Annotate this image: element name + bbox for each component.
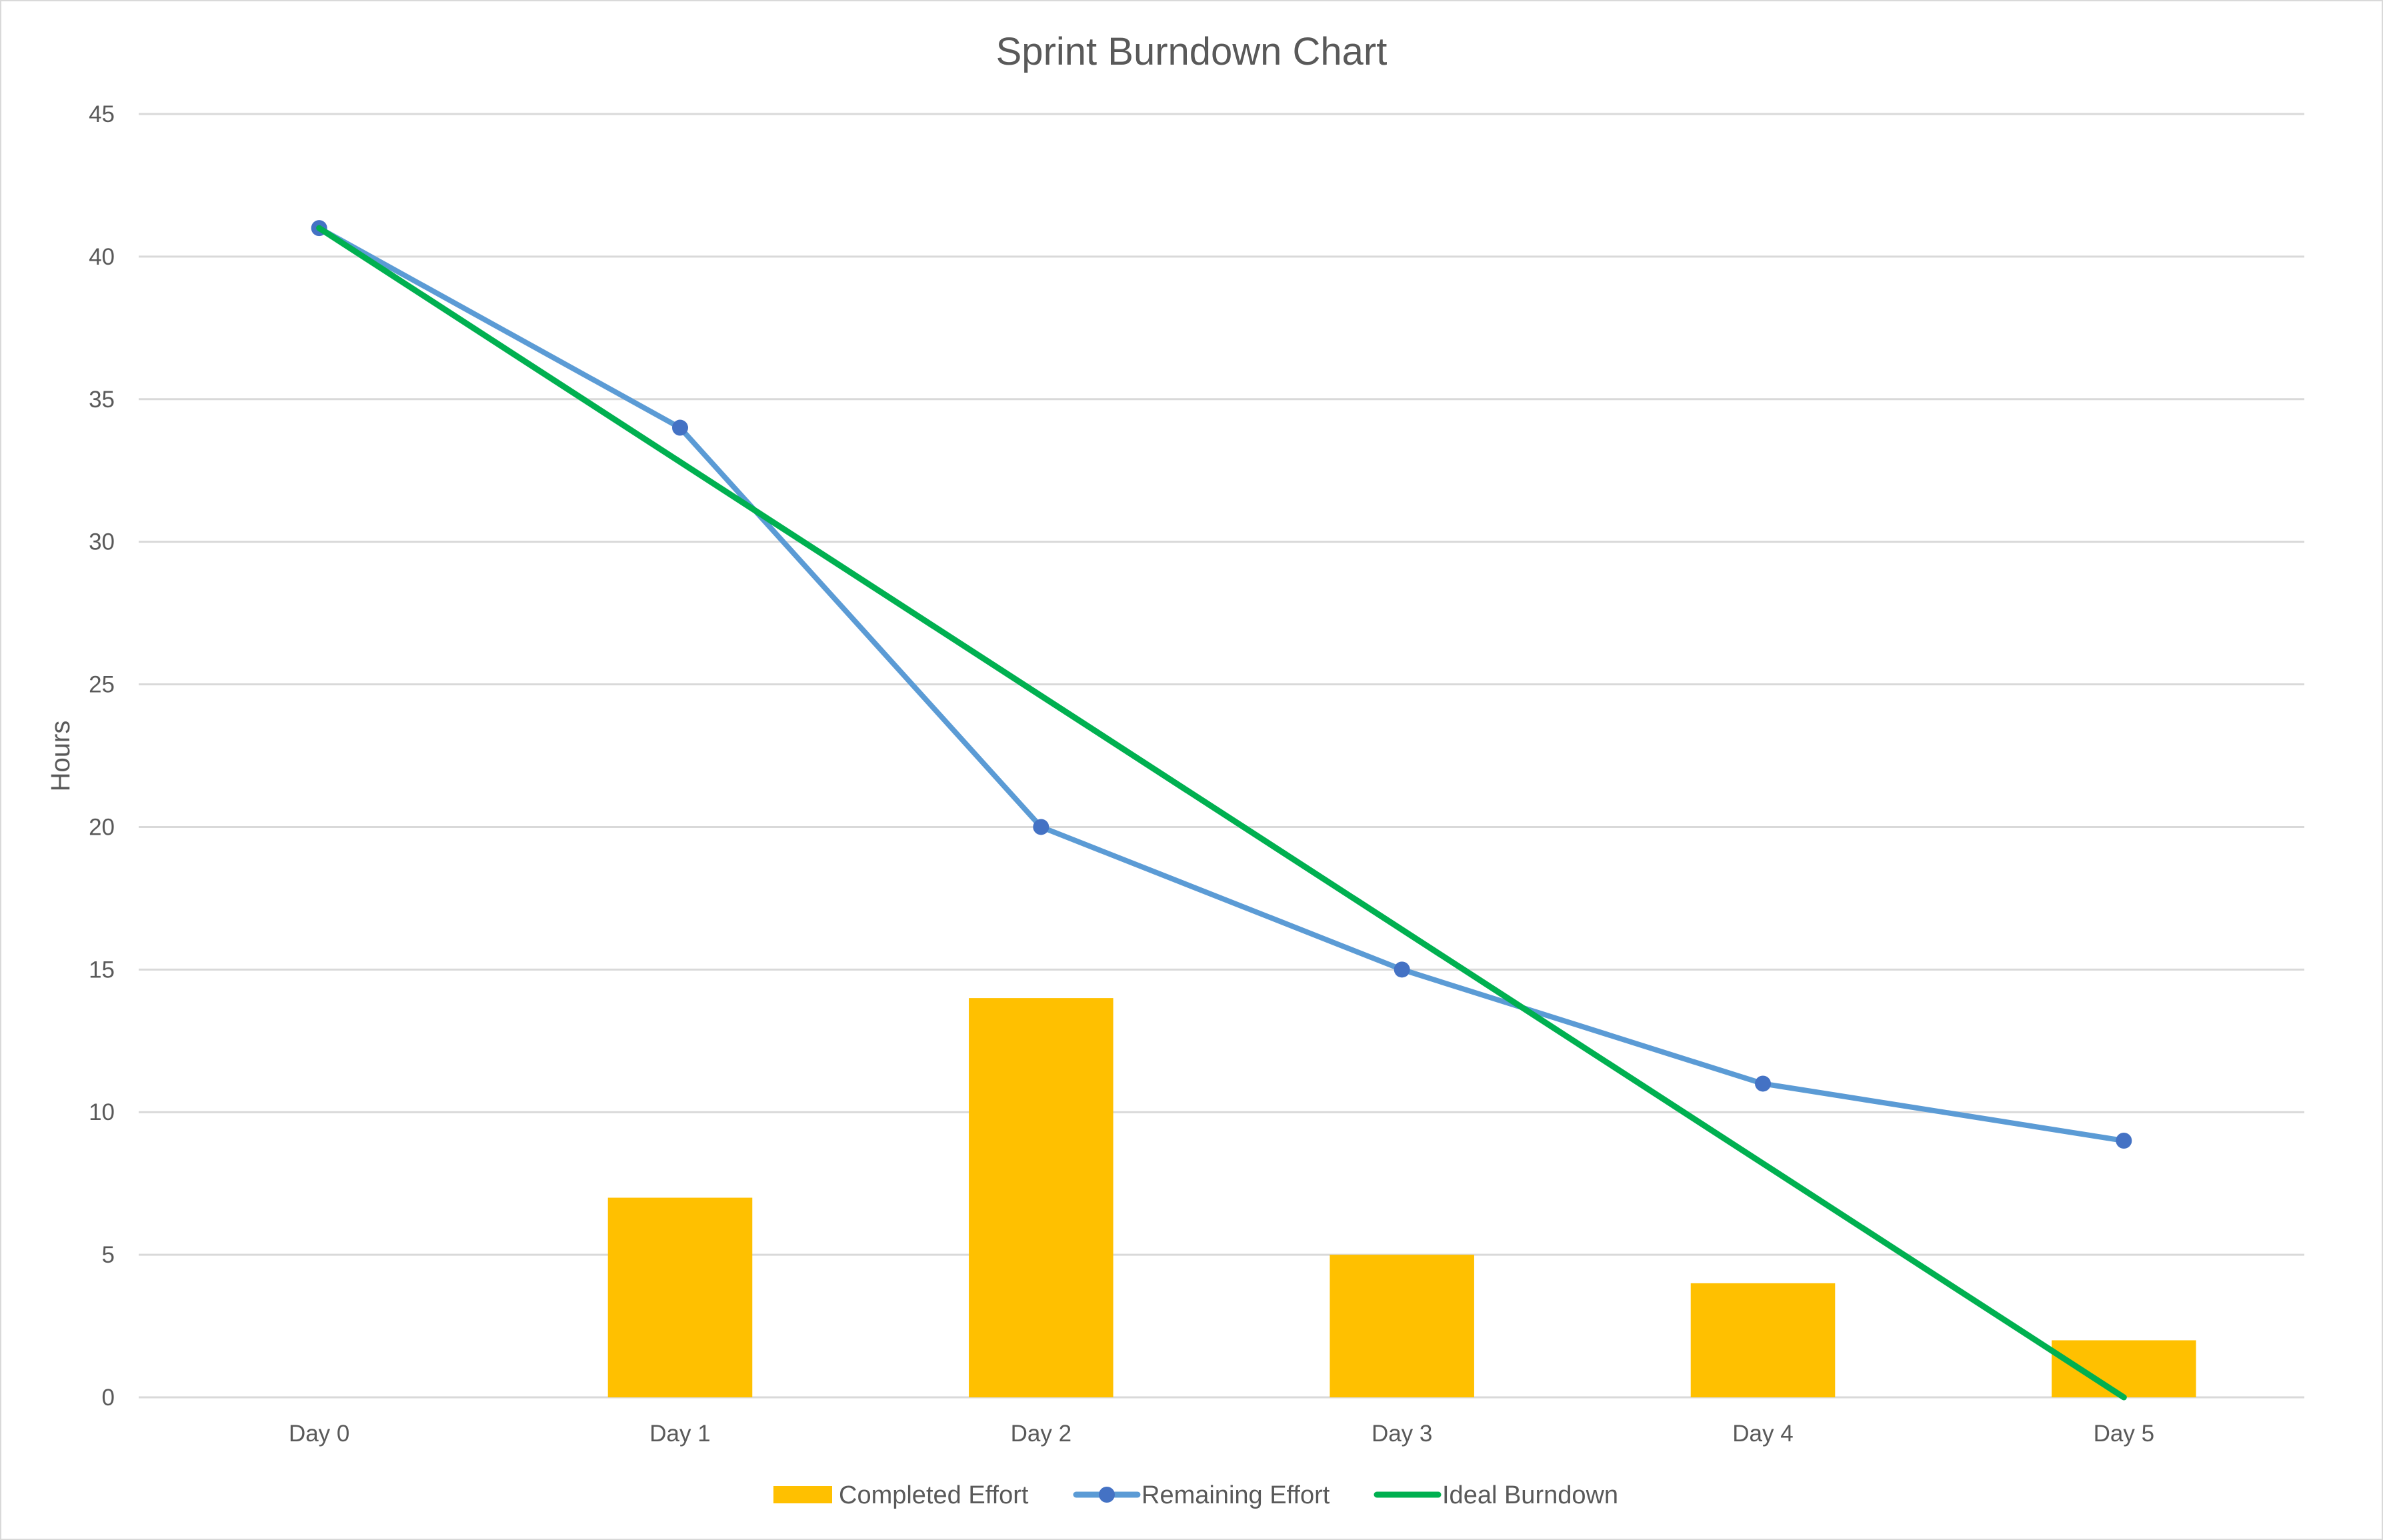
y-tick-label: 25 (89, 672, 115, 698)
completed-effort-bars (607, 998, 2196, 1397)
y-tick-label: 30 (89, 529, 115, 555)
legend-marker-remaining-effort (1099, 1487, 1115, 1503)
point-remaining-effort (2116, 1133, 2132, 1149)
bar-completed-effort (2052, 1340, 2196, 1397)
line-remaining-effort (316, 225, 2127, 1143)
legend-label-ideal-burndown: Ideal Burndown (1442, 1481, 1618, 1509)
y-tick-label: 10 (89, 1099, 115, 1125)
x-tick-label: Day 4 (1732, 1421, 1793, 1447)
bar-completed-effort (607, 1197, 753, 1397)
legend-label-remaining-effort: Remaining Effort (1141, 1481, 1330, 1509)
x-tick-label: Day 1 (649, 1421, 710, 1447)
gridlines (139, 113, 2304, 1399)
x-tick-label: Day 0 (289, 1421, 349, 1447)
y-tick-label: 15 (89, 957, 115, 983)
point-remaining-effort (672, 419, 688, 436)
y-tick-label: 45 (89, 101, 115, 127)
legend-swatch-completed-effort (773, 1486, 832, 1503)
y-axis-title: Hours (46, 721, 75, 792)
x-tick-label: Day 5 (2094, 1421, 2154, 1447)
point-remaining-effort (1755, 1075, 1771, 1092)
x-tick-label: Day 3 (1372, 1421, 1432, 1447)
line-ideal-burndown (316, 225, 2127, 1401)
y-tick-label: 0 (102, 1385, 115, 1411)
point-remaining-effort (1033, 819, 1049, 835)
chart-title: Sprint Burndown Chart (996, 30, 1388, 73)
bar-completed-effort (1330, 1255, 1474, 1397)
y-axis-ticks: 0 5 10 15 20 25 30 35 40 45 (89, 101, 115, 1411)
x-tick-label: Day 2 (1011, 1421, 1071, 1447)
bar-completed-effort (969, 998, 1113, 1397)
y-tick-label: 40 (89, 244, 115, 270)
legend-label-completed-effort: Completed Effort (839, 1481, 1029, 1509)
line-series (311, 220, 2132, 1401)
x-axis-ticks: Day 0 Day 1 Day 2 Day 3 Day 4 Day 5 (289, 1421, 2154, 1447)
y-tick-label: 35 (89, 387, 115, 413)
legend: Completed Effort Remaining Effort Ideal Bu… (773, 1481, 1618, 1509)
y-tick-label: 20 (89, 814, 115, 840)
point-remaining-effort (1394, 961, 1410, 978)
bar-completed-effort (1690, 1283, 1836, 1397)
y-tick-label: 5 (102, 1242, 115, 1268)
